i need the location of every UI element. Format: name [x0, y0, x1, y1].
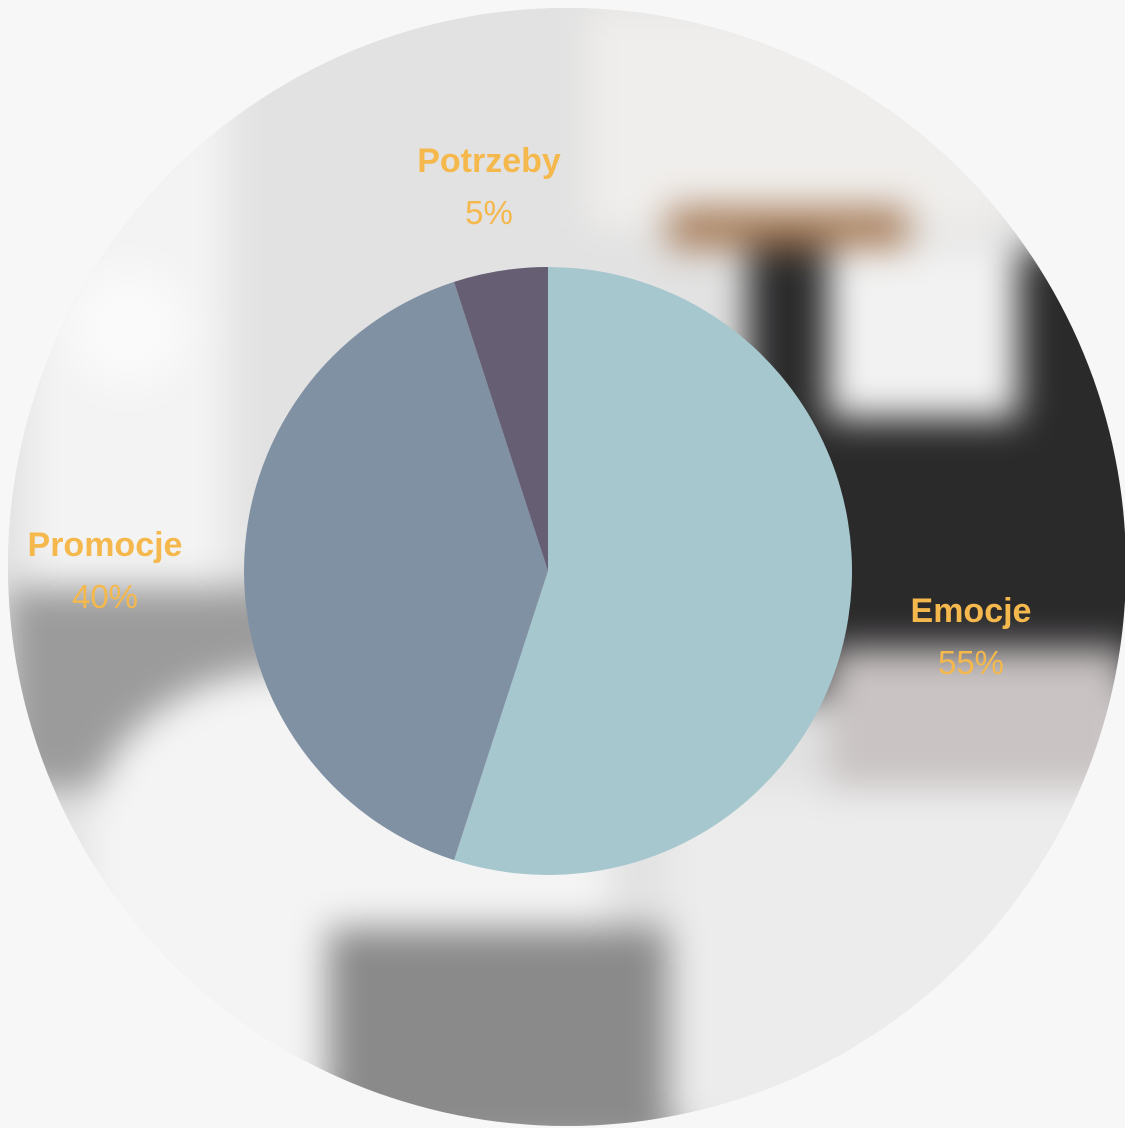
- slice-value-potrzeby: 5%: [465, 194, 513, 231]
- pie-slice-promocje: [244, 281, 548, 861]
- slice-value-promocje: 40%: [72, 578, 138, 615]
- slice-label-potrzeby: Potrzeby: [417, 142, 561, 180]
- slice-label-emocje: Emocje: [911, 592, 1032, 630]
- slice-value-emocje: 55%: [938, 644, 1004, 681]
- pie-slice-potrzeby: [454, 267, 548, 571]
- pie-slice-emocje: [454, 267, 853, 875]
- slice-label-promocje: Promocje: [28, 526, 183, 564]
